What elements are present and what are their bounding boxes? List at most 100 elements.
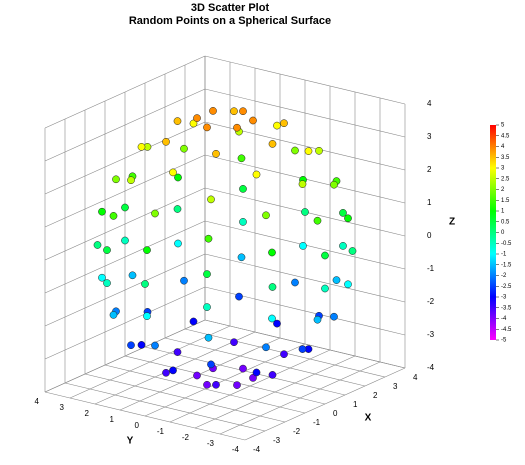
- point: [239, 107, 247, 116]
- point: [262, 343, 270, 352]
- point: [98, 207, 106, 216]
- point: [321, 251, 329, 260]
- point: [268, 314, 276, 323]
- y-tick-label: 0: [135, 421, 140, 430]
- point: [103, 279, 111, 287]
- x-tick-label: 3: [393, 382, 398, 391]
- y-tick-label: -4: [232, 445, 240, 454]
- point: [112, 175, 120, 184]
- colorbar-tick-label: 0.5: [501, 219, 510, 225]
- y-tick-label: 2: [85, 409, 90, 418]
- x-tick-label: -3: [273, 436, 281, 445]
- x-tick-label: 2: [373, 391, 378, 400]
- chart-title: 3D Scatter Plot: [191, 2, 270, 14]
- point: [207, 195, 215, 204]
- point: [233, 123, 241, 132]
- point: [174, 239, 182, 248]
- point: [121, 203, 129, 212]
- point: [235, 292, 243, 301]
- point: [313, 315, 322, 324]
- z-tick-label: 4: [427, 99, 432, 108]
- point: [212, 380, 220, 389]
- z-axis-label: Z: [449, 217, 455, 228]
- point: [121, 236, 129, 245]
- point: [268, 371, 277, 379]
- colorbar-tick-label: -0.5: [501, 241, 512, 247]
- colorbar-tick-label: 0: [501, 230, 505, 236]
- point: [212, 149, 220, 158]
- grid-line: [44, 55, 206, 129]
- point: [313, 216, 322, 225]
- point: [252, 368, 261, 377]
- colorbar-tick-label: 1: [501, 209, 505, 215]
- point: [204, 234, 213, 243]
- y-tick-label: 3: [60, 403, 65, 412]
- point: [344, 214, 352, 223]
- point: [330, 312, 338, 321]
- point: [252, 170, 261, 179]
- point: [301, 208, 309, 216]
- grid-line: [204, 55, 406, 105]
- point: [298, 180, 307, 188]
- x-tick-label: -2: [293, 427, 301, 436]
- y-tick-label: 1: [110, 415, 115, 424]
- point: [162, 368, 170, 377]
- point: [127, 341, 135, 350]
- z-tick-label: -4: [427, 363, 435, 372]
- point: [239, 185, 247, 193]
- colorbar-tick-label: -4: [501, 316, 507, 322]
- grid-line: [204, 319, 406, 369]
- point: [109, 212, 118, 220]
- point: [321, 284, 329, 293]
- point: [339, 242, 347, 250]
- y-axis-label: Y: [127, 436, 134, 447]
- point: [207, 360, 215, 369]
- point: [332, 276, 341, 284]
- point: [189, 119, 198, 128]
- point: [173, 348, 182, 356]
- point: [174, 173, 182, 182]
- point: [151, 341, 159, 350]
- point: [280, 350, 288, 359]
- point: [143, 246, 151, 254]
- grid-line: [44, 121, 206, 195]
- grid-line: [44, 220, 206, 294]
- grid-line: [69, 325, 231, 399]
- point: [173, 205, 182, 213]
- colorbar-tick-label: -1: [501, 252, 507, 258]
- point: [304, 147, 313, 155]
- point: [127, 176, 135, 185]
- point: [128, 271, 137, 280]
- y-tick-label: -2: [182, 433, 190, 442]
- point: [203, 380, 211, 389]
- y-tick-label: -3: [207, 439, 215, 448]
- z-tick-label: 2: [427, 165, 432, 174]
- point: [189, 317, 198, 326]
- colorbar-tick-label: 2.5: [501, 176, 510, 182]
- point: [299, 242, 307, 250]
- point: [143, 312, 151, 320]
- colorbar-tick-label: 5: [501, 123, 505, 129]
- colorbar-tick-label: -5: [501, 338, 507, 344]
- point: [233, 381, 241, 389]
- point: [268, 248, 276, 257]
- point: [193, 371, 201, 380]
- colorbar-tick-label: 1.5: [501, 198, 510, 204]
- point: [239, 218, 247, 226]
- y-tick-label: 4: [35, 397, 40, 406]
- z-tick-label: 3: [427, 132, 432, 141]
- point: [193, 114, 201, 122]
- point: [137, 143, 146, 151]
- point: [180, 144, 188, 153]
- point: [348, 247, 357, 255]
- point: [249, 116, 257, 125]
- grid-line: [194, 355, 356, 429]
- colorbar-tick-label: 2: [501, 187, 505, 193]
- point: [268, 140, 277, 148]
- x-tick-label: 4: [413, 373, 418, 382]
- point: [237, 154, 246, 163]
- point: [137, 341, 146, 349]
- point: [280, 119, 288, 128]
- colorbar-tick-label: -1.5: [501, 262, 512, 268]
- x-tick-label: 1: [353, 400, 358, 409]
